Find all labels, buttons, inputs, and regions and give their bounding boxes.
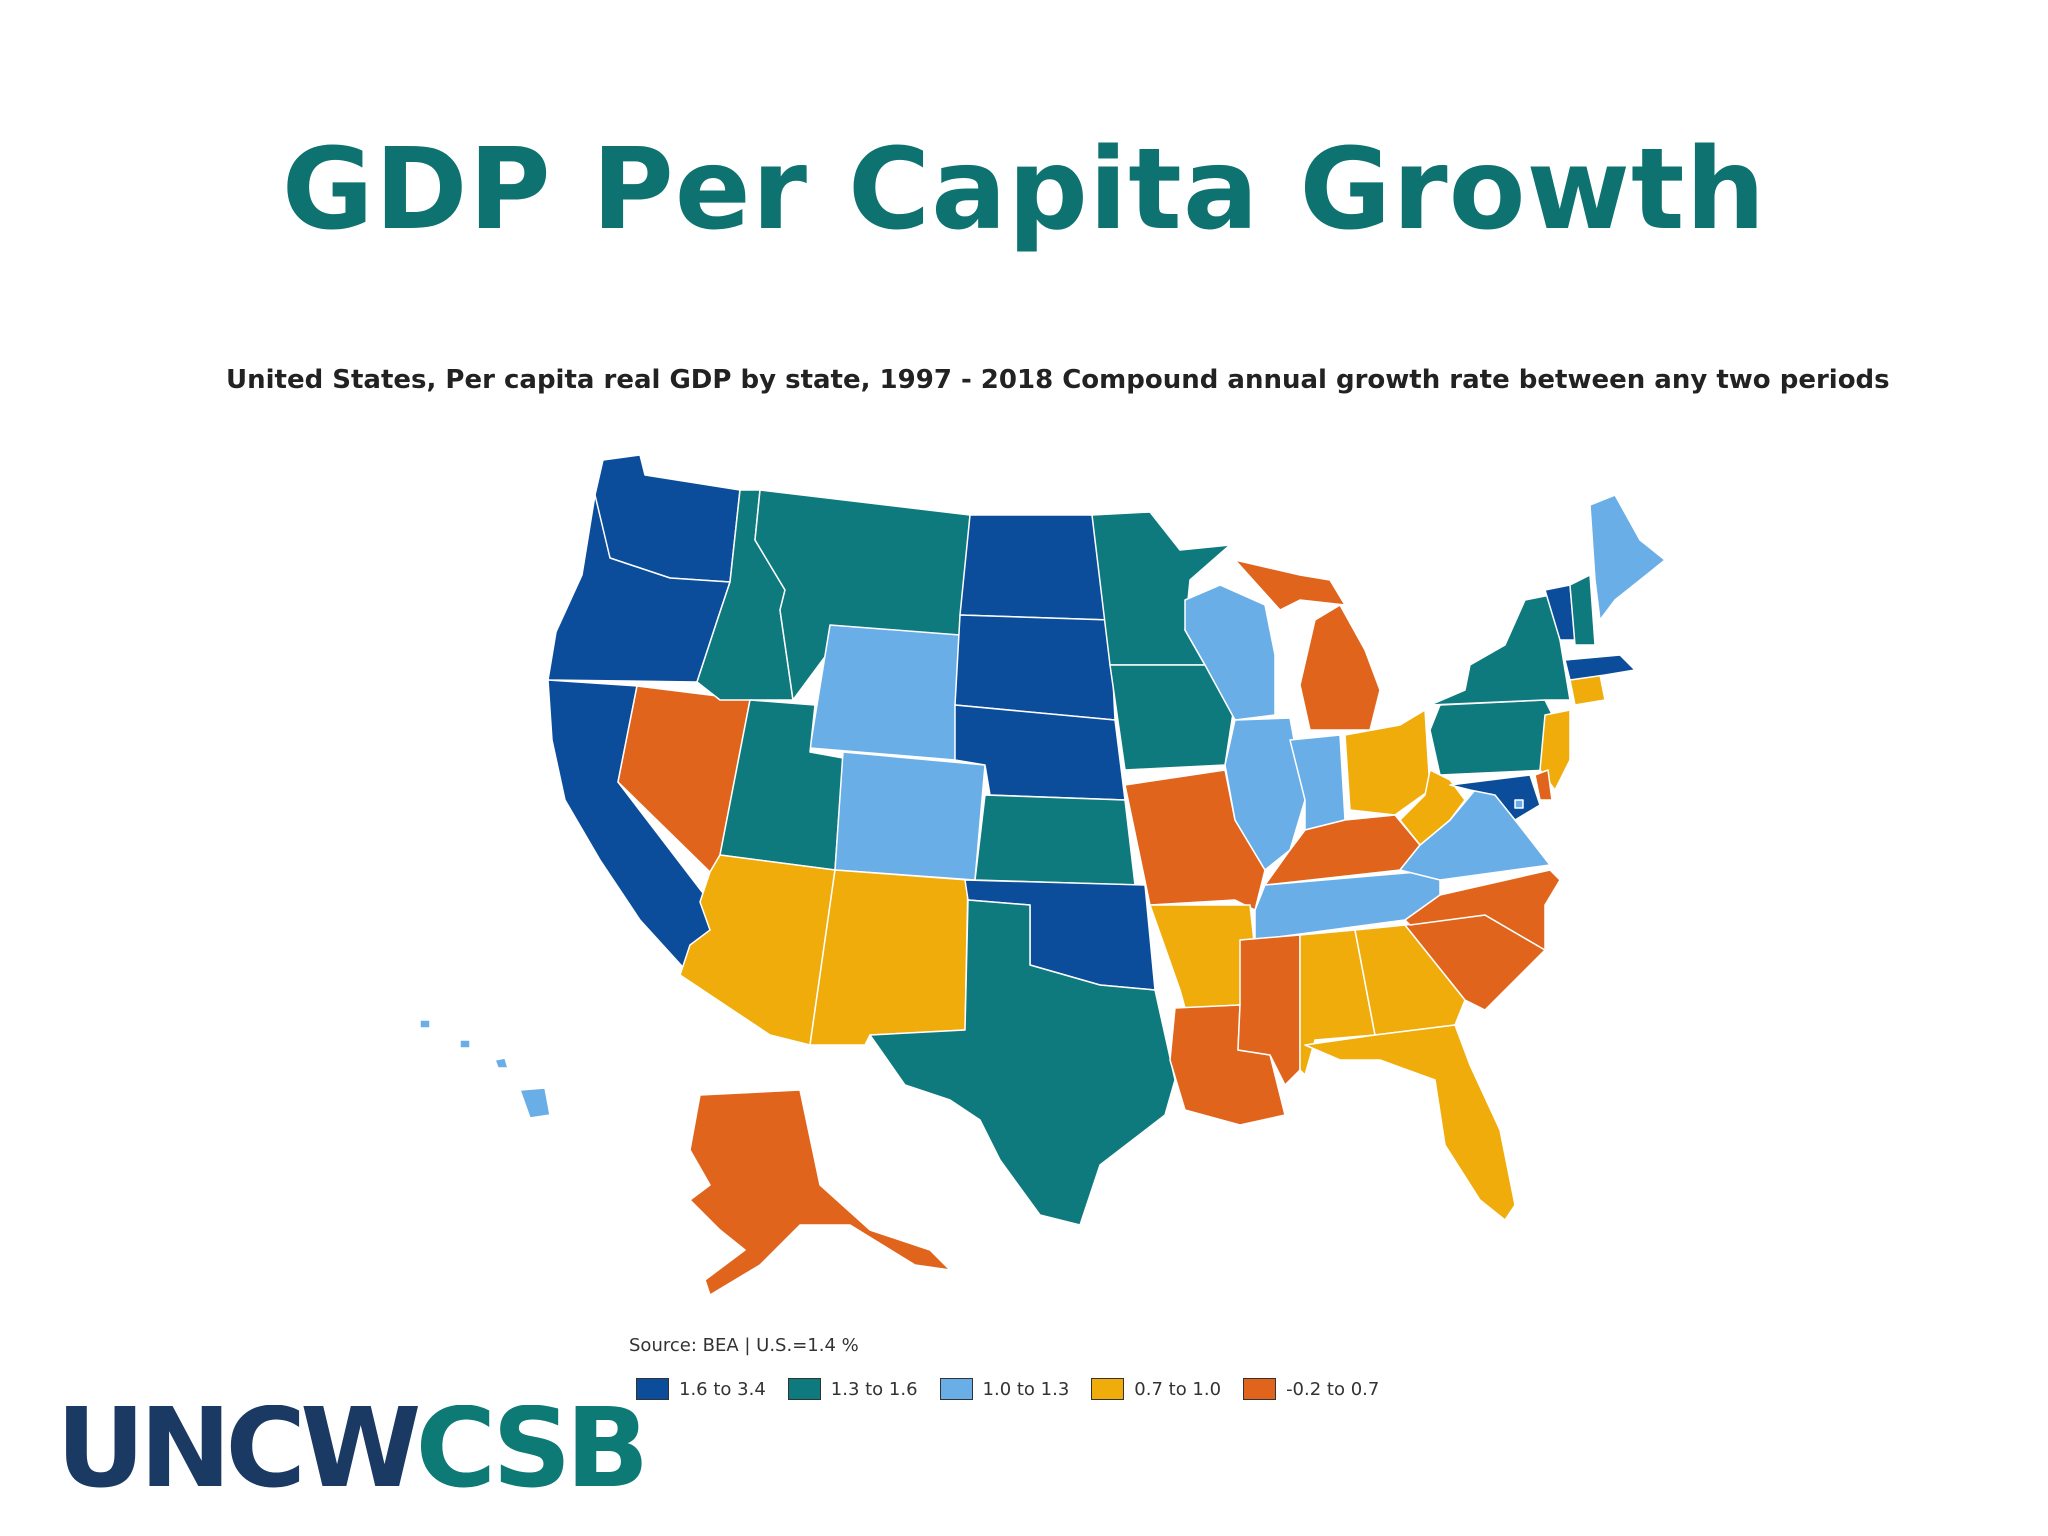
logo-part-csb: CSB: [415, 1405, 644, 1491]
legend-item: 1.3 to 1.6: [787, 1378, 918, 1400]
state-ga: [1354, 924, 1466, 1036]
state-nh: [1569, 574, 1596, 646]
map-legend: 1.6 to 3.4 1.3 to 1.6 1.0 to 1.3 0.7 to …: [636, 1378, 1379, 1400]
state-wv: [1399, 769, 1466, 846]
state-hi: [419, 1019, 551, 1119]
legend-item: 0.7 to 1.0: [1091, 1378, 1221, 1400]
state-ia: [1109, 664, 1236, 771]
legend-label: 0.7 to 1.0: [1134, 1378, 1222, 1400]
state-tx: [869, 899, 1176, 1226]
state-wy: [809, 624, 961, 761]
state-ny: [1429, 594, 1571, 706]
legend-label: 1.6 to 3.4: [679, 1378, 766, 1400]
legend-swatch: [939, 1378, 973, 1400]
state-co: [834, 751, 986, 881]
state-fl: [1304, 1024, 1516, 1221]
state-az: [679, 854, 836, 1046]
state-dc: [1514, 799, 1524, 809]
slide-title: GDP Per Capita Growth: [281, 125, 1767, 255]
legend-swatch: [636, 1378, 669, 1400]
legend-swatch: [1091, 1378, 1125, 1400]
state-de: [1534, 769, 1553, 801]
legend-label: -0.2 to 0.7: [1286, 1378, 1380, 1400]
legend-swatch: [787, 1378, 821, 1400]
state-ks: [974, 794, 1136, 886]
state-nd: [959, 514, 1111, 621]
legend-item: 1.6 to 3.4: [636, 1378, 766, 1400]
state-nc: [1404, 869, 1561, 951]
state-mi: [1234, 559, 1381, 731]
legend-swatch: [1243, 1378, 1277, 1400]
state-ma: [1564, 654, 1636, 681]
uncw-csb-logo: UNCWCSB: [56, 1405, 643, 1491]
state-nm: [809, 869, 969, 1046]
state-il: [1224, 717, 1306, 871]
legend-label: 1.0 to 1.3: [982, 1378, 1070, 1400]
legend-label: 1.3 to 1.6: [830, 1378, 918, 1400]
state-me: [1589, 494, 1666, 621]
map-source: Source: BEA | U.S.=1.4 %: [629, 1335, 859, 1356]
map-title: United States, Per capita real GDP by st…: [226, 365, 1890, 395]
logo-part-uncw: UNCW: [56, 1405, 421, 1491]
legend-item: -0.2 to 0.7: [1243, 1378, 1379, 1400]
state-ak: [689, 1089, 951, 1296]
state-wi: [1184, 584, 1276, 721]
state-sd: [954, 614, 1116, 721]
legend-item: 1.0 to 1.3: [939, 1378, 1070, 1400]
